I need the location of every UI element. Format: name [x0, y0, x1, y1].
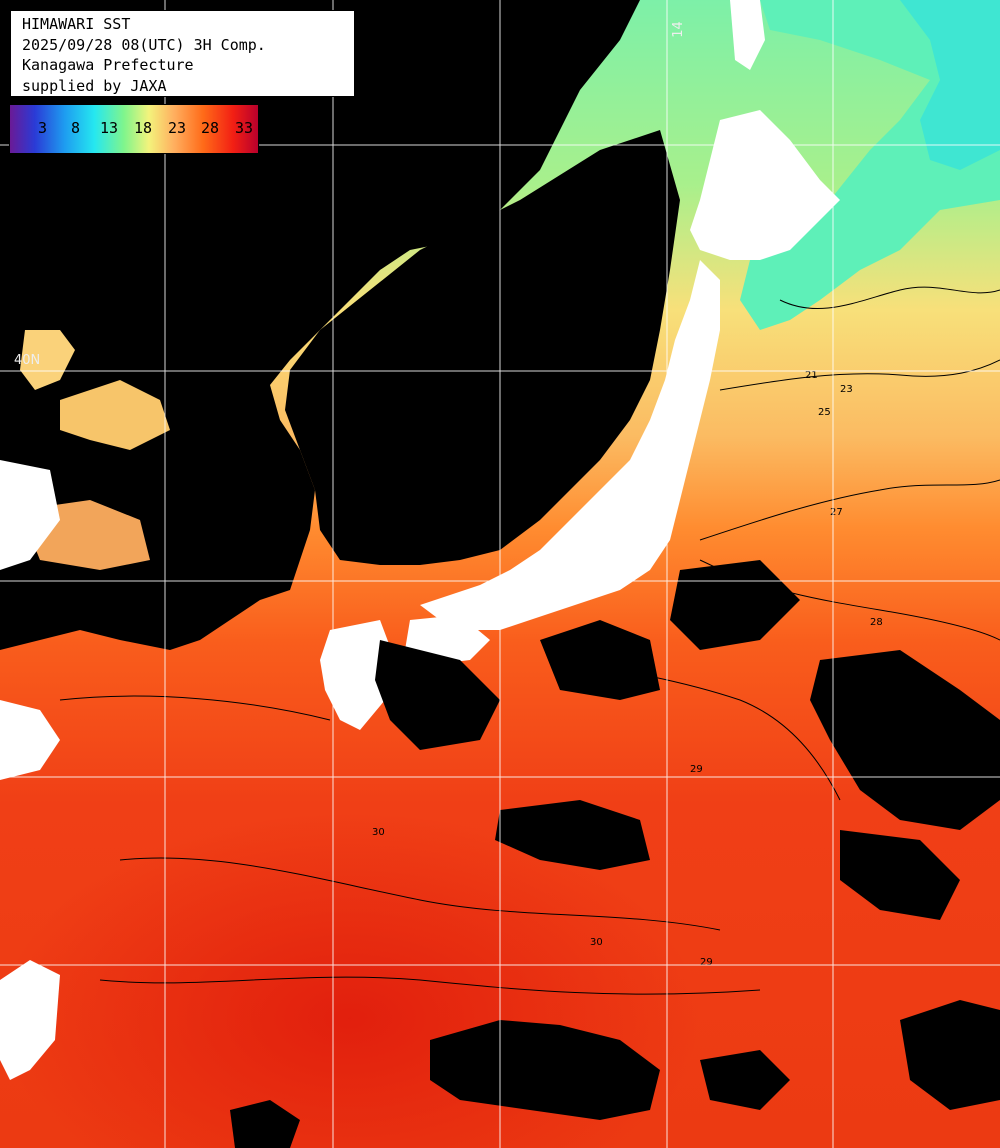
cloud-patch-1	[670, 560, 800, 650]
lat-label: 40N	[14, 353, 41, 368]
contour-label: 29	[700, 957, 713, 968]
product-title: HIMAWARI SST	[22, 15, 131, 33]
sst-contours	[59, 286, 1000, 995]
contour-label: 30	[590, 937, 603, 948]
contour-label: 28	[870, 617, 883, 628]
colorbar-tick: 18	[134, 119, 153, 137]
yellow-sea-warm	[60, 380, 170, 450]
cloud-west-1	[0, 460, 60, 570]
cloud-patch-8	[375, 640, 500, 750]
contour-line	[699, 479, 1000, 541]
japan-sea	[285, 130, 680, 565]
contour-line	[119, 857, 721, 931]
cloud-west-2	[0, 700, 60, 780]
honshu	[420, 260, 720, 630]
contour-label: 30	[372, 827, 385, 838]
region-name: Kanagawa Prefecture	[22, 56, 194, 74]
timestamp: 2025/09/28 08(UTC) 3H Comp.	[22, 35, 266, 54]
contour-line	[59, 695, 331, 721]
contour-line	[559, 659, 841, 801]
data-source: supplied by JAXA	[22, 76, 167, 95]
hokkaido	[690, 110, 840, 260]
contour-label: 21	[805, 370, 818, 381]
sakhalin	[730, 0, 765, 70]
cold-water-ne	[740, 0, 1000, 330]
cloud-patch-5	[430, 1020, 660, 1120]
colorbar-tick: 3	[38, 119, 48, 137]
kyushu	[320, 620, 395, 730]
cloud-patch-9	[540, 620, 660, 700]
contour-labels: 21 23 25 26 27 28 29 30 30 29	[372, 370, 883, 968]
colorbar-tick: 33	[235, 119, 254, 137]
colorbar-tick: 28	[201, 119, 220, 137]
cloud-patch-6	[700, 1050, 790, 1110]
info-box: HIMAWARI SST 2025/09/28 08(UTC) 3H Comp.…	[10, 10, 355, 97]
cloud-patch-3	[840, 830, 960, 920]
cloud-patch-10	[230, 1100, 300, 1148]
cloud-patch-7	[900, 1000, 1000, 1110]
cloud-patch-4	[495, 800, 650, 870]
contour-line	[719, 359, 1000, 391]
contour-label: 26	[590, 652, 603, 663]
contour-label: 27	[830, 507, 843, 518]
contour-line	[779, 286, 1000, 310]
colorbar-tick: 23	[168, 119, 187, 137]
temperature-colorbar: 3 8 13 18 23 28 33	[9, 104, 259, 154]
bohai-warm	[20, 330, 75, 390]
cloud-patch-2	[810, 650, 1000, 830]
contour-line	[99, 976, 761, 995]
colorbar-tick: 8	[71, 119, 81, 137]
contour-label: 29	[690, 764, 703, 775]
colorbar-tick: 13	[100, 119, 119, 137]
contour-label: 25	[818, 407, 831, 418]
colder-water-ne	[900, 0, 1000, 170]
lon-label: 14	[670, 21, 686, 38]
taiwan	[0, 960, 60, 1080]
contour-label: 23	[840, 384, 853, 395]
